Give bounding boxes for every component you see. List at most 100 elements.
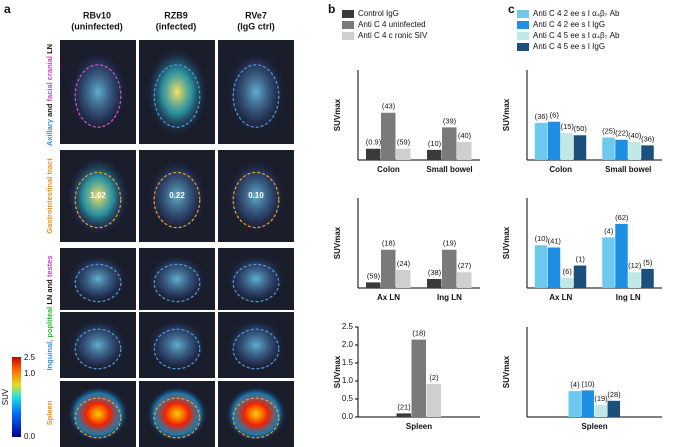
scan-signal [67,252,129,306]
bar [457,142,472,160]
y-tick-label: 2.5 [342,322,354,331]
x-tick-label: Spleen [406,422,432,431]
x-tick-label: Small bowel [426,165,472,174]
x-tick-label: Spleen [581,422,607,431]
roi-outline [232,64,280,128]
bar [573,135,587,160]
row-label: Inguinal, popliteal LN and testes [45,255,54,370]
image-value: 0.22 [169,191,185,200]
bar-annotation: (12) [628,261,642,270]
scan-signal [146,386,208,442]
roi-outline [232,263,280,303]
bar-annotation: (10) [581,379,595,388]
row-label: Spleen [45,400,54,425]
bar-annotation: (62) [615,213,629,222]
column-header: (IgG ctrl) [237,21,275,31]
colorbar-label: 1.0 [24,369,36,378]
bar [457,272,472,288]
colorbar-label: 2.5 [24,353,36,362]
column-header: RZB9 [164,10,188,20]
bar [427,279,442,288]
bar-annotation: (4) [570,380,580,389]
bar [366,282,381,288]
y-tick-label: 2.0 [342,340,354,349]
bar [641,268,654,288]
bar [427,149,442,160]
bar [547,247,561,288]
y-axis-label: SUVmax [333,355,342,388]
bar [560,277,574,288]
legend-swatch [517,10,529,18]
bar-annotation: (0.9) [366,138,382,147]
roi-outline [74,263,122,303]
row-label: Gastrointestinal tract [45,158,54,234]
scan-signal [67,48,129,136]
bar-annotation: (1) [576,254,586,263]
bar [628,142,641,160]
colorbar-label: 0.0 [24,432,36,441]
bar [568,391,581,417]
bar-annotation: (27) [458,261,472,270]
x-tick-label: Small bowel [605,165,651,174]
x-tick-label: Ing LN [437,293,462,302]
bar-annotation: (50) [574,124,588,133]
bar-annotation: (36) [535,112,549,121]
bar-annotation: (59) [367,271,381,280]
row-label-part: popliteal [45,307,54,338]
image-value: 0.10 [248,191,264,200]
scan-signal [67,386,129,442]
legend-label: Anti C 4 uninfected [358,20,426,29]
bar-annotation: (38) [428,268,442,277]
panel-label: a [4,2,11,16]
legend-label: Control IgG [358,9,399,18]
bar [396,148,411,160]
legend-label: Anti C 4 2 ee s I α₄β₇ Ab [533,9,620,18]
bar-annotation: (19) [594,394,608,403]
roi-outline [74,171,122,229]
colorbar [12,357,21,437]
legend-label: Anti C 4 5 ee s I IgG [533,42,605,51]
bar-annotation: (41) [548,236,562,245]
bar-annotation: (21) [397,402,411,411]
legend-label: Anti C 4 c ronic SIV [358,31,428,40]
bar [547,121,561,160]
bar-annotation: (6) [563,267,573,276]
legend-swatch [342,10,354,18]
y-tick-label: 0.0 [342,412,354,421]
bar-annotation: (4) [604,226,614,235]
image-value: 1.02 [90,191,106,200]
roi-outline [153,64,201,128]
row-label-part: LN [45,44,54,56]
row-label-part: and [45,101,54,119]
bar-annotation: (43) [382,102,396,111]
bar [534,122,548,160]
row-label-part: facial cranial [45,56,54,101]
y-axis-label: SUVmax [333,226,342,259]
x-tick-label: Ax LN [549,293,572,302]
column-header: (uninfected) [71,21,123,31]
roi-outline [153,171,201,229]
x-tick-label: Ax LN [377,293,400,302]
colorbar-title: SUV [1,388,10,405]
bar [602,137,615,160]
x-tick-label: Colon [549,165,572,174]
bar [602,237,615,288]
legend-swatch [517,32,529,40]
bar-annotation: (2) [429,373,439,382]
scan-signal [146,252,208,306]
scan-signal [67,157,129,235]
bar [366,148,381,160]
bar [560,133,574,160]
legend-swatch [342,21,354,29]
scan-signal [225,48,287,136]
column-header: (infected) [156,21,197,31]
panel-label: c [508,2,515,16]
bar [442,127,457,160]
scan-signal [225,386,287,442]
bar [396,270,411,288]
roi-outline [74,328,122,370]
bar-annotation: (5) [643,258,653,267]
bar [607,400,620,417]
bar [411,339,426,417]
